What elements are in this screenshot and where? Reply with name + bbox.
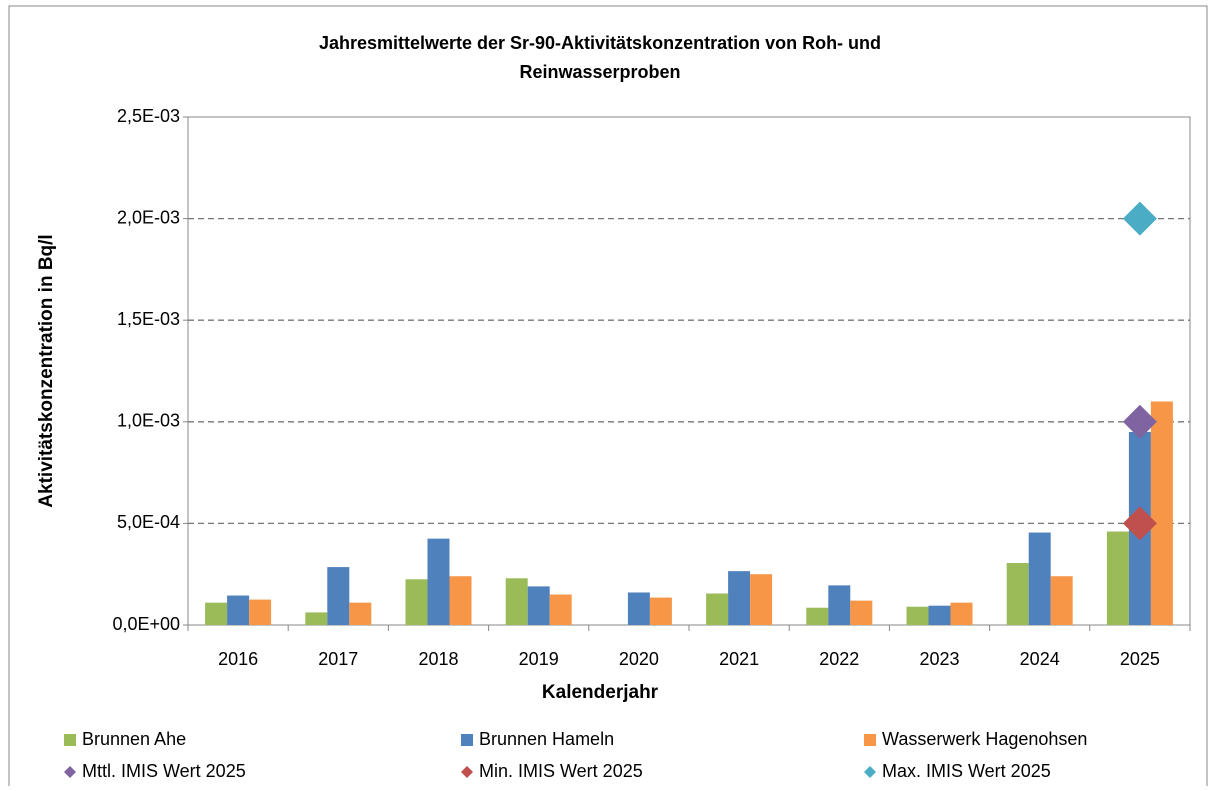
bar <box>1006 563 1029 625</box>
legend-label: Brunnen Ahe <box>82 729 186 749</box>
bar <box>349 602 372 625</box>
x-tick-label: 2023 <box>919 649 959 669</box>
x-tick-label: 2016 <box>218 649 258 669</box>
x-tick-label: 2017 <box>318 649 358 669</box>
chart-title: Jahresmittelwerte der Sr-90-Aktivitätsko… <box>319 33 881 53</box>
bar <box>750 574 773 625</box>
y-tick-label: 5,0E-04 <box>117 512 180 532</box>
bar <box>1028 532 1051 625</box>
y-tick-label: 0,0E+00 <box>112 614 180 634</box>
y-tick-label: 2,0E-03 <box>117 207 180 227</box>
chart-title: Reinwasserproben <box>519 62 680 82</box>
bar <box>327 567 350 625</box>
x-tick-label: 2022 <box>819 649 859 669</box>
bar <box>906 606 929 625</box>
y-tick-label: 1,0E-03 <box>117 411 180 431</box>
bar <box>305 612 328 625</box>
marker <box>1122 404 1157 439</box>
legend-swatch <box>64 766 76 778</box>
bar <box>405 579 428 625</box>
x-tick-label: 2020 <box>619 649 659 669</box>
bar <box>828 585 851 625</box>
y-tick-label: 2,5E-03 <box>117 106 180 126</box>
bar <box>627 592 650 625</box>
bar <box>1106 531 1129 625</box>
x-tick-label: 2019 <box>519 649 559 669</box>
x-tick-label: 2021 <box>719 649 759 669</box>
legend-swatch <box>864 766 876 778</box>
y-axis-label: Aktivitätskonzentration in Bq/l <box>36 234 57 507</box>
bar <box>706 593 729 625</box>
legend-label: Mttl. IMIS Wert 2025 <box>82 761 246 781</box>
bar <box>549 594 572 625</box>
bar <box>449 576 472 625</box>
marker <box>1122 506 1157 541</box>
chart-border <box>8 5 1208 791</box>
bar <box>806 607 829 625</box>
legend-swatch <box>864 734 876 746</box>
legend-label: Min. IMIS Wert 2025 <box>479 761 643 781</box>
bar <box>249 599 272 625</box>
bar <box>928 605 951 625</box>
bar <box>850 600 873 625</box>
legend-swatch <box>64 734 76 746</box>
bar <box>527 586 550 625</box>
bar <box>728 571 751 625</box>
x-tick-label: 2025 <box>1120 649 1160 669</box>
marker <box>1122 201 1157 236</box>
bar <box>205 602 228 625</box>
bar <box>427 538 450 625</box>
legend-swatch <box>461 734 473 746</box>
bar <box>649 597 672 625</box>
y-tick-label: 1,5E-03 <box>117 309 180 329</box>
bar <box>950 602 973 625</box>
bar <box>505 578 528 625</box>
bar <box>1150 401 1173 625</box>
x-tick-label: 2018 <box>418 649 458 669</box>
legend-swatch <box>461 766 473 778</box>
bar <box>1050 576 1073 625</box>
x-axis-label: Kalenderjahr <box>542 682 659 703</box>
legend-label: Brunnen Hameln <box>479 729 614 749</box>
x-tick-label: 2024 <box>1020 649 1060 669</box>
legend-label: Max. IMIS Wert 2025 <box>882 761 1051 781</box>
legend-label: Wasserwerk Hagenohsen <box>882 729 1087 749</box>
bar <box>227 595 250 625</box>
